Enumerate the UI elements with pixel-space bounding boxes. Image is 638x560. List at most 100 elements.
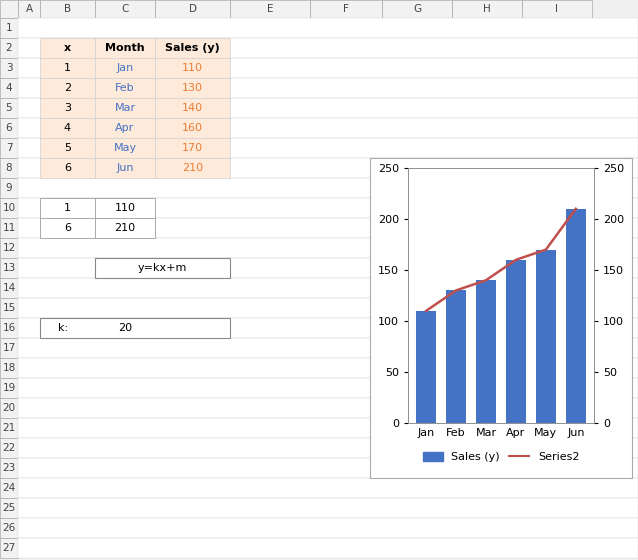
Bar [18, 138, 638, 158]
Bar [40, 158, 95, 178]
Bar [18, 438, 638, 458]
Bar [452, 0, 522, 18]
Bar [155, 118, 230, 138]
Text: 8: 8 [6, 163, 12, 173]
Bar [40, 98, 95, 118]
Bar [95, 258, 230, 278]
Bar [0, 218, 18, 238]
Text: 9: 9 [6, 183, 12, 193]
Bar [155, 38, 230, 58]
Bar [447, 291, 466, 423]
Bar [0, 78, 18, 98]
Bar [0, 98, 18, 118]
Bar [0, 38, 18, 58]
Text: 17: 17 [3, 343, 15, 353]
Text: Feb: Feb [115, 83, 135, 93]
Bar [18, 298, 638, 318]
Bar [155, 138, 230, 158]
Text: Jun: Jun [116, 163, 134, 173]
Text: 22: 22 [3, 443, 15, 453]
Bar [0, 498, 18, 518]
Text: 1: 1 [64, 63, 71, 73]
Bar [0, 538, 18, 558]
Bar [0, 518, 18, 538]
Bar [18, 398, 638, 418]
Bar [18, 478, 638, 498]
Bar [0, 438, 18, 458]
Bar [0, 378, 18, 398]
Text: 6: 6 [64, 223, 71, 233]
Bar [0, 198, 18, 218]
Bar [40, 38, 95, 58]
Bar [0, 278, 18, 298]
Text: Mar: Mar [114, 103, 135, 113]
Bar [0, 478, 18, 498]
Bar [0, 238, 18, 258]
Text: 2: 2 [6, 43, 12, 53]
Text: 3: 3 [6, 63, 12, 73]
Legend: Sales (y), Series2: Sales (y), Series2 [422, 452, 579, 463]
Text: 27: 27 [3, 543, 15, 553]
Bar [40, 118, 95, 138]
Bar [477, 280, 496, 423]
Bar [0, 138, 18, 158]
Bar [18, 158, 638, 178]
Bar [95, 78, 155, 98]
Bar [0, 358, 18, 378]
Bar [95, 138, 155, 158]
Bar [310, 0, 382, 18]
Bar [506, 260, 526, 423]
Text: 160: 160 [182, 123, 203, 133]
Bar [0, 398, 18, 418]
Bar [95, 158, 155, 178]
Bar [18, 238, 638, 258]
Text: 140: 140 [182, 103, 203, 113]
Bar [0, 298, 18, 318]
Text: Sales (y): Sales (y) [165, 43, 220, 53]
Bar [18, 98, 638, 118]
Bar [0, 178, 18, 198]
Bar [95, 0, 155, 18]
Bar [18, 118, 638, 138]
Bar [0, 18, 18, 38]
Text: 1: 1 [64, 203, 71, 213]
Bar [95, 38, 155, 58]
Text: Jan: Jan [116, 63, 133, 73]
Bar [0, 258, 18, 278]
Bar [522, 0, 592, 18]
Bar [18, 58, 638, 78]
Bar [230, 0, 310, 18]
Text: 23: 23 [3, 463, 15, 473]
Bar [370, 158, 632, 478]
Text: 1: 1 [6, 23, 12, 33]
Text: 5: 5 [64, 143, 71, 153]
Text: 16: 16 [3, 323, 15, 333]
Text: 210: 210 [182, 163, 203, 173]
Bar [18, 538, 638, 558]
Text: 19: 19 [3, 383, 15, 393]
Bar [0, 318, 18, 338]
Bar [0, 118, 18, 138]
Bar [40, 138, 95, 158]
Text: May: May [114, 143, 137, 153]
Text: 6: 6 [64, 163, 71, 173]
Bar [0, 458, 18, 478]
Bar [155, 78, 230, 98]
Text: 21: 21 [3, 423, 15, 433]
Text: 11: 11 [3, 223, 15, 233]
Text: 4: 4 [6, 83, 12, 93]
Bar [40, 198, 95, 218]
Bar [18, 378, 638, 398]
Bar [18, 78, 638, 98]
Text: Apr: Apr [115, 123, 135, 133]
Text: 110: 110 [182, 63, 203, 73]
Text: 6: 6 [6, 123, 12, 133]
Bar [95, 98, 155, 118]
Text: 170: 170 [182, 143, 203, 153]
Bar [0, 0, 18, 18]
Bar [155, 58, 230, 78]
Bar [18, 338, 638, 358]
Text: 15: 15 [3, 303, 15, 313]
Bar [18, 178, 638, 198]
Text: F: F [343, 4, 349, 14]
